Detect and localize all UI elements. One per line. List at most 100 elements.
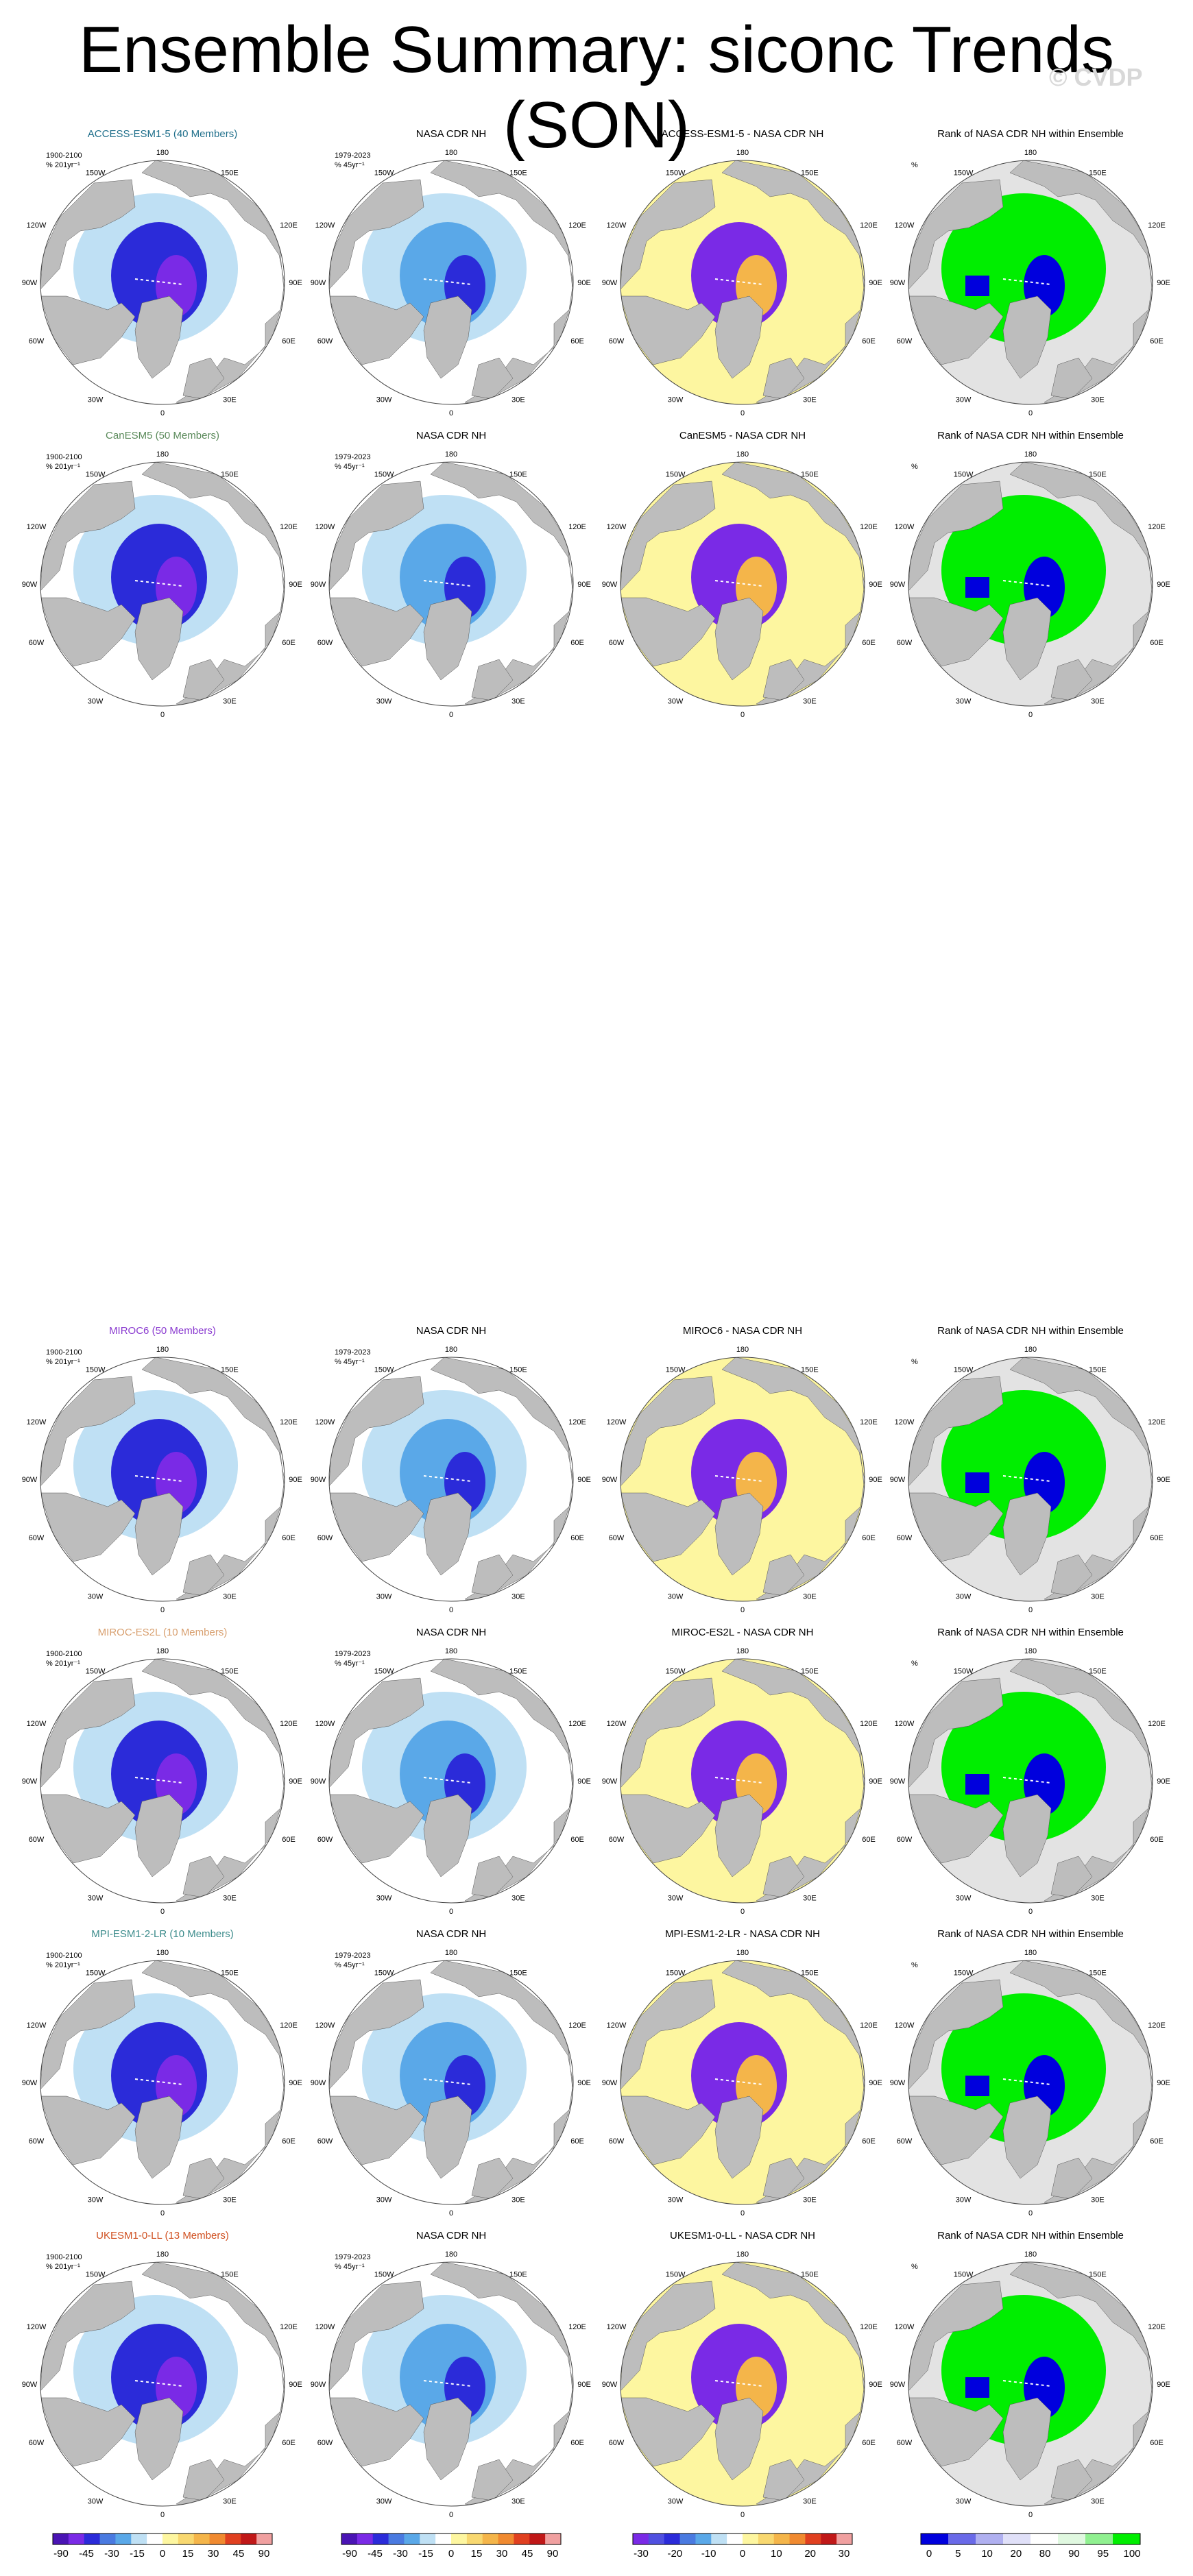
lon-label-upper-right: 150E [1089, 470, 1107, 478]
panel-title-model: MIROC-ES2L (10 Members) [98, 1627, 228, 1638]
lon-label-bottom: 0 [740, 1908, 745, 1916]
track-line [134, 580, 184, 587]
lon-label-mid-lower-left: 60W [29, 337, 45, 345]
colorbar-tick-label: -15 [130, 2548, 145, 2560]
land-mass-1 [329, 481, 424, 592]
lon-label-left: 90W [311, 2079, 326, 2087]
land-mass-4 [182, 357, 225, 400]
page-title: Ensemble Summary: siconc Trends (SON) [79, 13, 1114, 162]
land-mass-3 [1002, 1492, 1052, 1576]
lon-label-lower-right: 30E [511, 697, 525, 705]
map-rim [328, 1960, 574, 2205]
land-mass-1 [40, 2281, 136, 2392]
lon-label-mid-lower-left: 60W [29, 2137, 45, 2146]
lon-label-lower-left: 30W [668, 697, 684, 705]
lon-label-mid-upper-right: 120E [860, 2021, 878, 2030]
lon-label-upper-right: 150E [221, 1969, 239, 1977]
colorbar-swatch [99, 2534, 116, 2544]
period-label: 1979-2023 [335, 1348, 371, 1357]
lon-label-upper-right: 150E [1089, 1667, 1107, 1675]
track-line [134, 1475, 184, 1482]
lon-label-left: 90W [890, 1476, 906, 1484]
lon-label-mid-lower-left: 60W [317, 337, 333, 345]
colorbar-swatch [225, 2534, 241, 2544]
land-mass-3 [423, 295, 472, 379]
colorbar-tick-label: -90 [342, 2548, 357, 2560]
land-mass-2 [329, 2095, 424, 2165]
lon-label-mid-lower-right: 60E [570, 2137, 584, 2146]
lon-label-upper-right: 150E [221, 169, 239, 177]
track-line [714, 2380, 764, 2387]
land-mass-0 [721, 2262, 865, 2506]
lon-label-mid-upper-left: 120W [607, 221, 627, 230]
land-mass-3 [134, 2095, 184, 2179]
land-mass-1 [620, 1376, 716, 1487]
period-label: 1900-2100 [46, 453, 82, 461]
panel-title-model: CanESM5 (50 Members) [106, 430, 219, 441]
land-mass-0 [430, 160, 573, 404]
map-panel-diff: MIROC6 - NASA CDR NH 180 0 90W 90E 150W 150E 12… [602, 1325, 882, 1614]
land-mass-2 [620, 2397, 716, 2467]
rank-low-patch [965, 2076, 989, 2096]
lon-label-top: 180 [445, 1346, 457, 1354]
lon-label-mid-upper-right: 120E [280, 1720, 298, 1728]
lon-label-mid-lower-right: 60E [1150, 2439, 1164, 2447]
colorbar-swatch [805, 2534, 821, 2544]
lon-label-mid-upper-left: 120W [27, 523, 47, 531]
map-rim [40, 2261, 285, 2507]
lon-label-upper-right: 150E [509, 1667, 527, 1675]
units-label: % 201yr⁻¹ [46, 1961, 80, 1969]
track-line [423, 2380, 472, 2387]
lon-label-mid-upper-left: 120W [607, 2021, 627, 2030]
colorbar-tick-label: 30 [496, 2548, 508, 2560]
lon-label-left: 90W [890, 581, 906, 589]
lon-label-top: 180 [1024, 1647, 1037, 1655]
colorbar-swatch [498, 2534, 514, 2544]
lon-label-lower-right: 30E [803, 697, 817, 705]
lon-label-mid-lower-right: 60E [570, 2439, 584, 2447]
lon-label-top: 180 [736, 1647, 749, 1655]
land-mass-4 [762, 1856, 805, 1898]
land-mass-2 [908, 1492, 1004, 1562]
units-label: % 201yr⁻¹ [46, 161, 80, 169]
land-mass-0 [430, 2262, 573, 2506]
colorbar-swatch [821, 2534, 837, 2544]
map-rim [620, 160, 865, 405]
colorbar-frame [52, 2533, 273, 2545]
lon-label-bottom: 0 [160, 409, 165, 417]
land-mass-2 [620, 597, 716, 667]
lon-label-lower-right: 30E [223, 2196, 237, 2204]
colorbar-tick-label: 30 [839, 2548, 850, 2560]
lon-label-mid-lower-left: 60W [317, 1534, 333, 1542]
colorbar-swatch [241, 2534, 257, 2544]
lon-label-right: 90E [577, 581, 591, 589]
map-panel-model: UKESM1-0-LL (13 Members) 180 0 90W 90E 150W 15… [22, 2230, 302, 2519]
colorbar-tick-label: 90 [258, 2548, 270, 2560]
track-line [423, 278, 472, 285]
lon-label-upper-right: 150E [509, 470, 527, 478]
lon-label-right: 90E [289, 2079, 302, 2087]
lon-label-mid-lower-right: 60E [862, 639, 876, 647]
lon-label-top: 180 [1024, 1949, 1037, 1957]
lon-label-right: 90E [289, 581, 302, 589]
land-mass-0 [430, 1960, 573, 2204]
lon-label-bottom: 0 [160, 1606, 165, 1614]
panel-title-rank: Rank of NASA CDR NH within Ensemble [937, 128, 1124, 140]
lon-label-left: 90W [602, 2381, 618, 2389]
rank-units-label: % [911, 1660, 918, 1668]
map-panel-model: ACCESS-ESM1-5 (40 Members) 180 0 90W 90E 150W… [22, 128, 302, 417]
panel-title-diff: CanESM5 - NASA CDR NH [679, 430, 806, 441]
colorbar-swatch [758, 2534, 775, 2544]
lon-label-lower-right: 30E [511, 396, 525, 404]
lon-label-mid-upper-left: 120W [27, 1418, 47, 1426]
lon-label-mid-lower-left: 60W [317, 2137, 333, 2146]
land-mass-1 [908, 179, 1004, 290]
lon-label-mid-lower-right: 60E [570, 639, 584, 647]
lon-label-upper-right: 150E [221, 1667, 239, 1675]
lon-label-lower-right: 30E [803, 1592, 817, 1601]
lon-label-lower-right: 30E [803, 2497, 817, 2505]
colorbar-swatch [836, 2534, 853, 2544]
colorbar-tick-label: 100 [1123, 2548, 1140, 2560]
land-mass-4 [1050, 659, 1093, 701]
